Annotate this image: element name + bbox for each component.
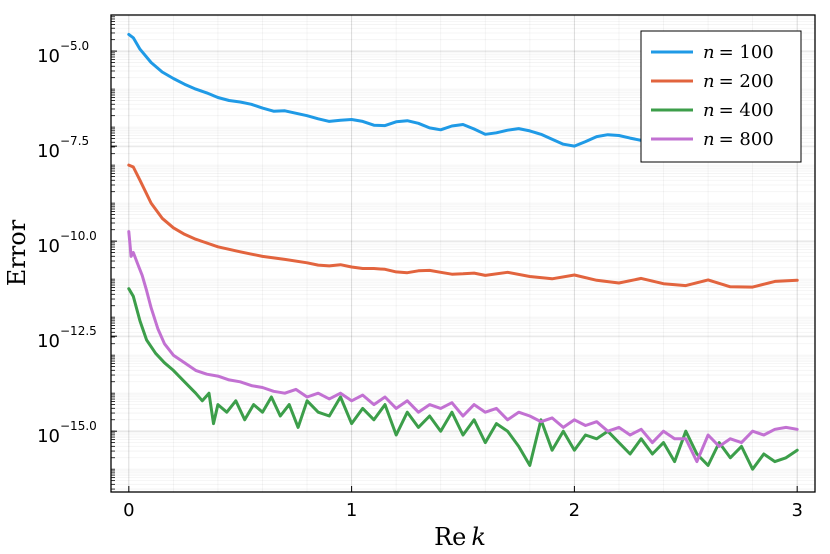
legend-label-n100: n = 100 xyxy=(703,42,774,63)
legend-label-n200: n = 200 xyxy=(703,71,774,92)
legend: n = 100 n = 200 n = 400 n = 800 xyxy=(640,30,802,163)
legend-label-n400: n = 400 xyxy=(703,100,774,121)
legend-var-n100: n xyxy=(703,42,715,63)
y-axis-label: Error xyxy=(3,219,31,286)
series-lines xyxy=(127,32,799,471)
legend-var-n800: n xyxy=(703,129,715,150)
series-line-200 xyxy=(127,163,799,289)
legend-eq-n200: = 200 xyxy=(719,71,774,92)
legend-eq-n800: = 800 xyxy=(719,129,774,150)
plot-frame xyxy=(110,14,816,493)
y-tick-label: 10 xyxy=(37,426,60,447)
legend-var-n200: n xyxy=(703,71,715,92)
axis-ticks xyxy=(111,16,798,492)
series-line-400 xyxy=(127,287,799,471)
x-tick-label: 1 xyxy=(346,500,357,521)
y-tick-labels: 10 −5.010 −7.510 −10.010 −12.510 −15.0 xyxy=(37,39,97,447)
y-tick-label: 10 xyxy=(37,141,60,162)
x-axis-label-k: k xyxy=(471,523,486,551)
x-axis-label-re: Re xyxy=(434,523,466,551)
x-tick-label: 0 xyxy=(123,500,134,521)
y-tick-exponent: −7.5 xyxy=(60,134,89,148)
legend-eq-n400: = 400 xyxy=(719,100,774,121)
y-tick-exponent: −15.0 xyxy=(60,419,97,433)
y-tick-exponent: −12.5 xyxy=(60,324,97,338)
y-tick-exponent: −5.0 xyxy=(60,39,89,53)
legend-eq-n100: = 100 xyxy=(719,42,774,63)
x-axis-label: Re k xyxy=(434,523,486,551)
y-tick-label: 10 xyxy=(37,46,60,67)
y-tick-exponent: −10.0 xyxy=(60,229,97,243)
y-tick-label: 10 xyxy=(37,236,60,257)
legend-var-n400: n xyxy=(703,100,715,121)
x-tick-label: 2 xyxy=(569,500,580,521)
y-tick-label: 10 xyxy=(37,331,60,352)
series-line-800 xyxy=(127,230,799,464)
legend-label-n800: n = 800 xyxy=(703,129,774,150)
x-tick-labels: 0 1 2 3 xyxy=(123,500,803,521)
x-tick-label: 3 xyxy=(791,500,802,521)
